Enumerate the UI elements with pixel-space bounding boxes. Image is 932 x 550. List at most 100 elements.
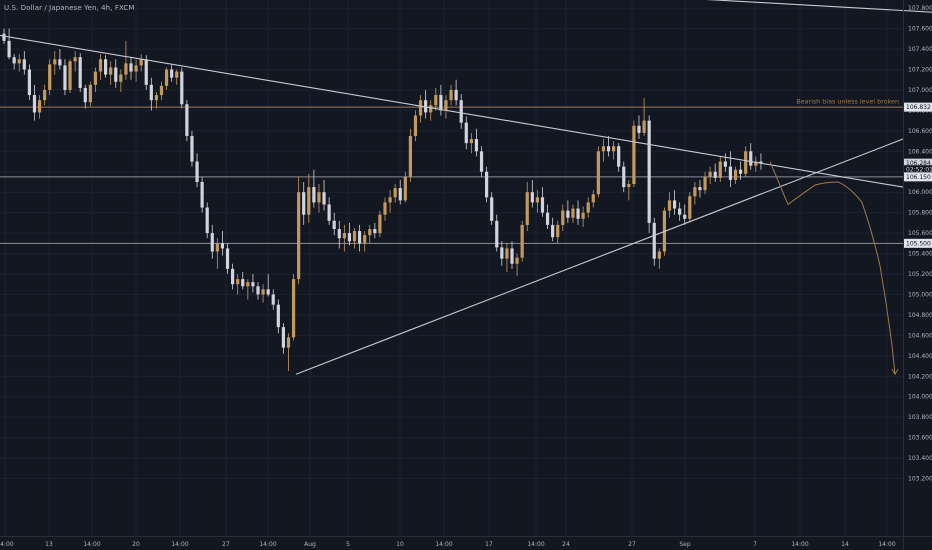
candle-body — [154, 95, 158, 101]
candle — [109, 61, 113, 85]
candle-body — [88, 84, 92, 103]
candle-body — [439, 95, 443, 111]
candle-body — [119, 74, 123, 82]
candle-body — [622, 166, 626, 188]
y-tick-label: 105.600 — [908, 230, 932, 237]
candle-body — [170, 69, 174, 78]
candle — [352, 227, 357, 249]
candle-body — [454, 89, 458, 101]
candle — [759, 153, 763, 170]
candle — [241, 271, 245, 290]
candle-body — [672, 200, 677, 209]
candle-body — [109, 67, 113, 75]
candle-body — [37, 100, 42, 113]
y-tick-label: 106.600 — [908, 128, 932, 135]
candle-body — [215, 243, 219, 252]
candle-body — [22, 59, 26, 70]
projection-line[interactable] — [769, 161, 896, 375]
candle-body — [98, 59, 103, 72]
candle — [586, 197, 590, 218]
chart-grid — [0, 0, 903, 536]
candle-body — [678, 208, 682, 215]
candle — [571, 204, 575, 223]
candle — [37, 95, 42, 119]
candle-body — [271, 294, 275, 305]
trendline-upper-descending[interactable] — [0, 0, 932, 13]
y-tick-label: 104.000 — [908, 394, 932, 401]
candle-body — [241, 279, 245, 287]
candle-body — [12, 57, 16, 64]
trendline-ascending-support[interactable] — [295, 138, 904, 375]
candle — [383, 197, 387, 221]
candle — [723, 153, 727, 172]
y-tick-label: 105.200 — [908, 271, 932, 278]
candle-body — [383, 202, 387, 215]
y-tick-label: 103.800 — [908, 414, 932, 421]
candle-body — [556, 224, 560, 238]
candle — [439, 84, 443, 116]
candle-body — [444, 100, 448, 111]
candle — [393, 184, 397, 203]
candle — [429, 100, 433, 121]
candle — [215, 238, 219, 269]
candle-body — [459, 100, 463, 123]
candle-body — [464, 122, 468, 144]
x-tick-label: 13 — [45, 541, 53, 548]
candle — [98, 54, 103, 80]
candle — [718, 156, 722, 182]
candle — [596, 146, 600, 198]
candle-body — [78, 57, 82, 88]
candle — [612, 141, 616, 160]
y-tick-label: 104.600 — [908, 332, 932, 339]
y-tick-label: 106.000 — [908, 189, 932, 196]
x-tick-label: 14:00 — [259, 541, 276, 548]
candle — [83, 84, 87, 109]
candle-body — [286, 337, 291, 348]
candle — [129, 57, 133, 80]
candle-body — [693, 187, 697, 197]
candle-body — [32, 95, 37, 113]
candle — [540, 187, 545, 217]
trendline-descending-resistance[interactable] — [0, 34, 904, 188]
candle — [205, 202, 209, 239]
candle — [632, 120, 636, 188]
candle-body — [266, 289, 270, 295]
candle — [271, 289, 275, 310]
candle-body — [576, 208, 580, 219]
trendlines[interactable] — [0, 0, 932, 375]
candle-body — [606, 146, 611, 152]
candle — [164, 67, 169, 90]
y-tick-label: 105.800 — [908, 210, 932, 217]
candle-body — [759, 161, 763, 164]
x-tick-label: 17 — [485, 541, 493, 548]
candle-body — [398, 188, 402, 201]
candle-body — [525, 192, 529, 225]
candle-body — [418, 100, 423, 116]
projection-path[interactable] — [769, 161, 899, 376]
candle-body — [373, 229, 377, 234]
candle-body — [708, 171, 712, 177]
price-label-text: 106.832 — [906, 104, 931, 111]
candle — [175, 69, 179, 85]
candle-body — [261, 289, 265, 295]
y-tick-label: 104.800 — [908, 312, 932, 319]
x-tick-label: 14:00 — [0, 541, 14, 548]
candle-body — [363, 235, 367, 244]
candle — [358, 224, 362, 252]
price-label: 106.832 — [904, 102, 932, 112]
candle — [53, 51, 57, 75]
price-label: 106.150 — [904, 172, 932, 182]
candle — [246, 279, 250, 300]
y-tick-label: 103.600 — [908, 435, 932, 442]
candle — [520, 220, 524, 262]
candle-body — [637, 125, 641, 133]
candle — [703, 171, 707, 195]
time-axis[interactable]: 14:00 13 14:00 20 14:00 27 14:00 Aug 5 10 14:00 17 1… — [0, 541, 896, 548]
candle — [378, 210, 382, 238]
candle — [12, 54, 16, 70]
candle — [104, 55, 108, 78]
candle — [73, 51, 77, 72]
candle — [302, 181, 306, 225]
candle-body — [256, 286, 260, 295]
